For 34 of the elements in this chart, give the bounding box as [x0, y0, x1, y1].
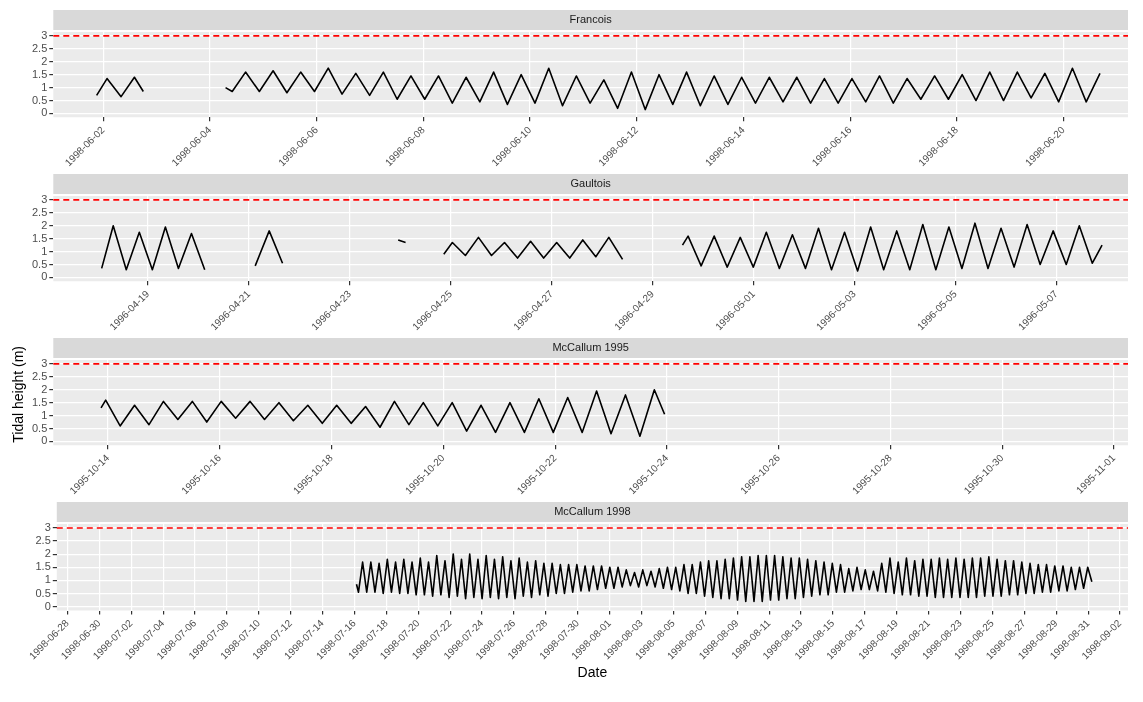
- y-tick-label: 0: [41, 106, 48, 119]
- y-tick-label: 1: [41, 408, 48, 421]
- y-tick-label: 3: [44, 520, 51, 533]
- chart-title: McCallum 1998: [554, 505, 631, 518]
- y-tick-label: 2: [41, 54, 48, 67]
- y-tick-label: 1: [41, 244, 48, 257]
- y-tick-label: 1.5: [31, 67, 48, 80]
- y-tick-label: 1.5: [31, 231, 48, 244]
- chart-title: McCallum 1995: [552, 341, 629, 354]
- y-tick-label: 0: [41, 270, 48, 283]
- y-tick-label: 0.5: [31, 421, 48, 434]
- y-tick-label: 1: [44, 573, 51, 586]
- y-tick-label: 1: [41, 80, 48, 93]
- y-tick-label: 3: [41, 356, 48, 369]
- y-tick-label: 2.5: [31, 205, 48, 218]
- y-tick-label: 0.5: [35, 586, 51, 599]
- y-tick-label: 1.5: [35, 560, 51, 573]
- y-tick-label: 3: [41, 192, 48, 205]
- y-tick-label: 0.5: [31, 93, 48, 106]
- y-tick-label: 2: [44, 547, 51, 560]
- y-tick-label: 0.5: [31, 257, 48, 270]
- y-tick-label: 3: [41, 28, 48, 41]
- x-axis-title: Date: [577, 664, 608, 681]
- chart-title: Gaultois: [570, 177, 612, 190]
- y-tick-label: 2: [41, 382, 48, 395]
- y-tick-label: 2.5: [31, 369, 48, 382]
- y-tick-label: 2.5: [35, 534, 51, 547]
- y-tick-label: 0: [44, 599, 51, 612]
- y-tick-label: 2.5: [31, 41, 48, 54]
- y-tick-label: 1.5: [31, 395, 48, 408]
- y-tick-label: 2: [41, 218, 48, 231]
- chart-title: Francois: [569, 13, 613, 26]
- y-axis-title: Tidal height (m): [10, 346, 26, 443]
- y-tick-label: 0: [41, 434, 48, 447]
